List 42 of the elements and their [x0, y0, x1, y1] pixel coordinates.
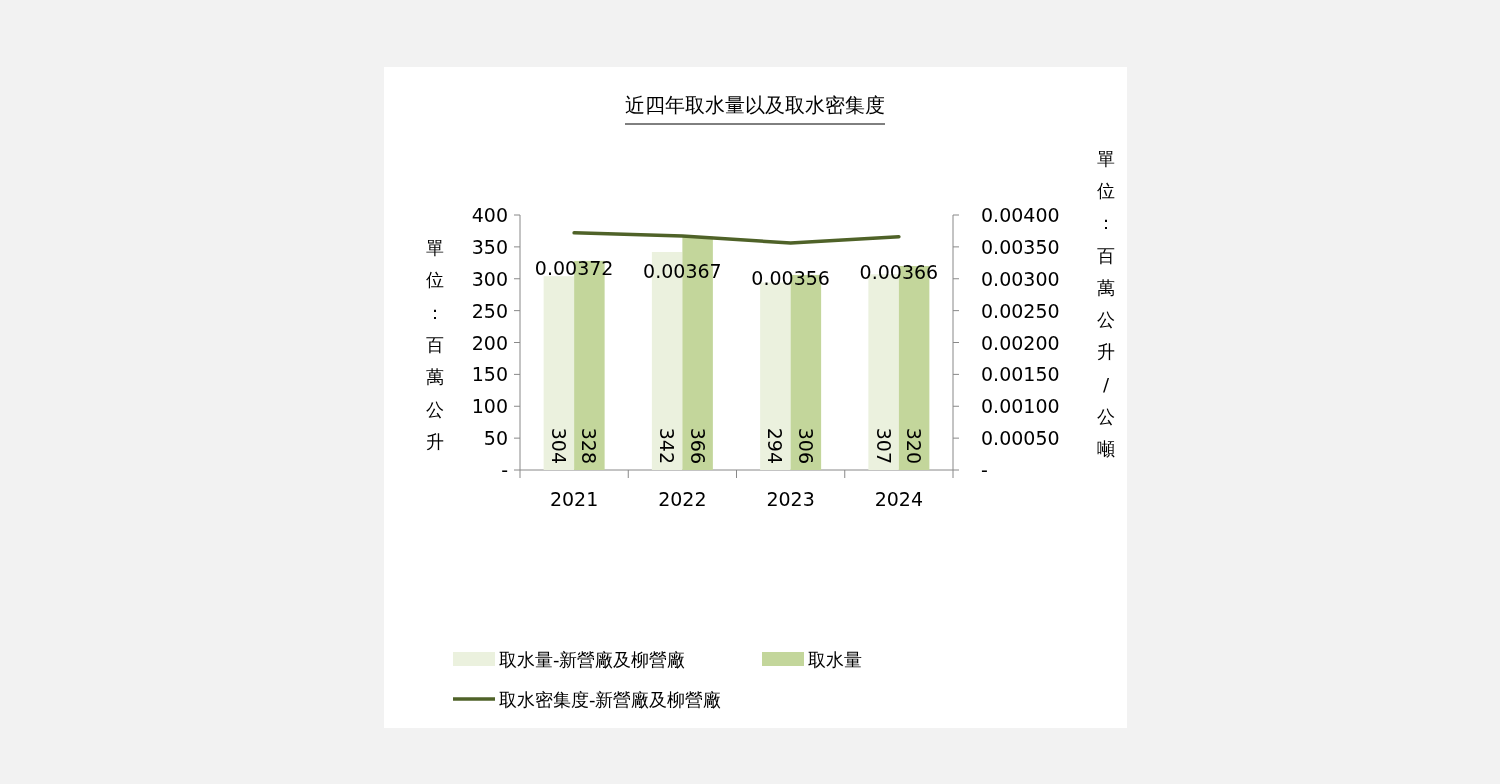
y-tick-label: 400: [471, 204, 508, 226]
y2-tick-label: -: [981, 459, 988, 481]
bar: [543, 276, 575, 470]
y-axis-title: 單位：百萬公升: [426, 237, 444, 452]
chart-title: 近四年取水量以及取水密集度: [625, 93, 885, 117]
line-series: [572, 231, 901, 245]
data-label: 304: [547, 427, 570, 464]
y2-tick-label: 0.00100: [981, 395, 1060, 418]
data-label: 0.00366: [859, 260, 939, 283]
y-tick-label: -: [501, 459, 508, 481]
y2-tick-label: 0.00350: [981, 235, 1060, 258]
x-tick-label: 2023: [766, 488, 815, 510]
data-label: 0.00372: [534, 256, 614, 279]
data-label: 0.00356: [751, 267, 830, 290]
data-label: 306: [794, 427, 817, 464]
x-tick-label: 2024: [874, 488, 924, 510]
legend-label: 取水量: [808, 649, 862, 670]
x-tick-label: 2021: [549, 488, 599, 510]
y2-tick-label: 0.00300: [981, 267, 1060, 290]
y-tick-label: 300: [471, 267, 508, 290]
y2-tick-label: 0.00200: [981, 331, 1060, 354]
data-label: 320: [903, 427, 926, 464]
data-label: 328: [578, 427, 601, 464]
y-tick-label: 50: [483, 427, 508, 450]
legend-label: 取水密集度-新營廠及柳營廠: [499, 689, 722, 710]
data-label: 366: [686, 427, 709, 464]
data-label: 294: [764, 427, 787, 464]
y2-tick-label: 0.00150: [981, 363, 1060, 386]
legend-label: 取水量-新營廠及柳營廠: [499, 649, 686, 670]
y2-tick-label: 0.00400: [981, 204, 1060, 226]
y-tick-label: 250: [471, 299, 508, 322]
data-label: 342: [656, 427, 679, 464]
data-label: 307: [872, 427, 895, 464]
y-tick-label: 200: [471, 331, 508, 354]
x-tick-label: 2022: [658, 488, 707, 510]
y-tick-label: 350: [471, 235, 508, 258]
y-tick-label: 150: [471, 363, 508, 386]
y2-tick-label: 0.00250: [981, 299, 1060, 322]
y2-tick-label: 0.00050: [981, 427, 1060, 450]
data-label: 0.00367: [643, 260, 722, 283]
text: 單位：百萬公升/公噸: [1097, 148, 1115, 459]
y-tick-label: 100: [471, 395, 508, 418]
